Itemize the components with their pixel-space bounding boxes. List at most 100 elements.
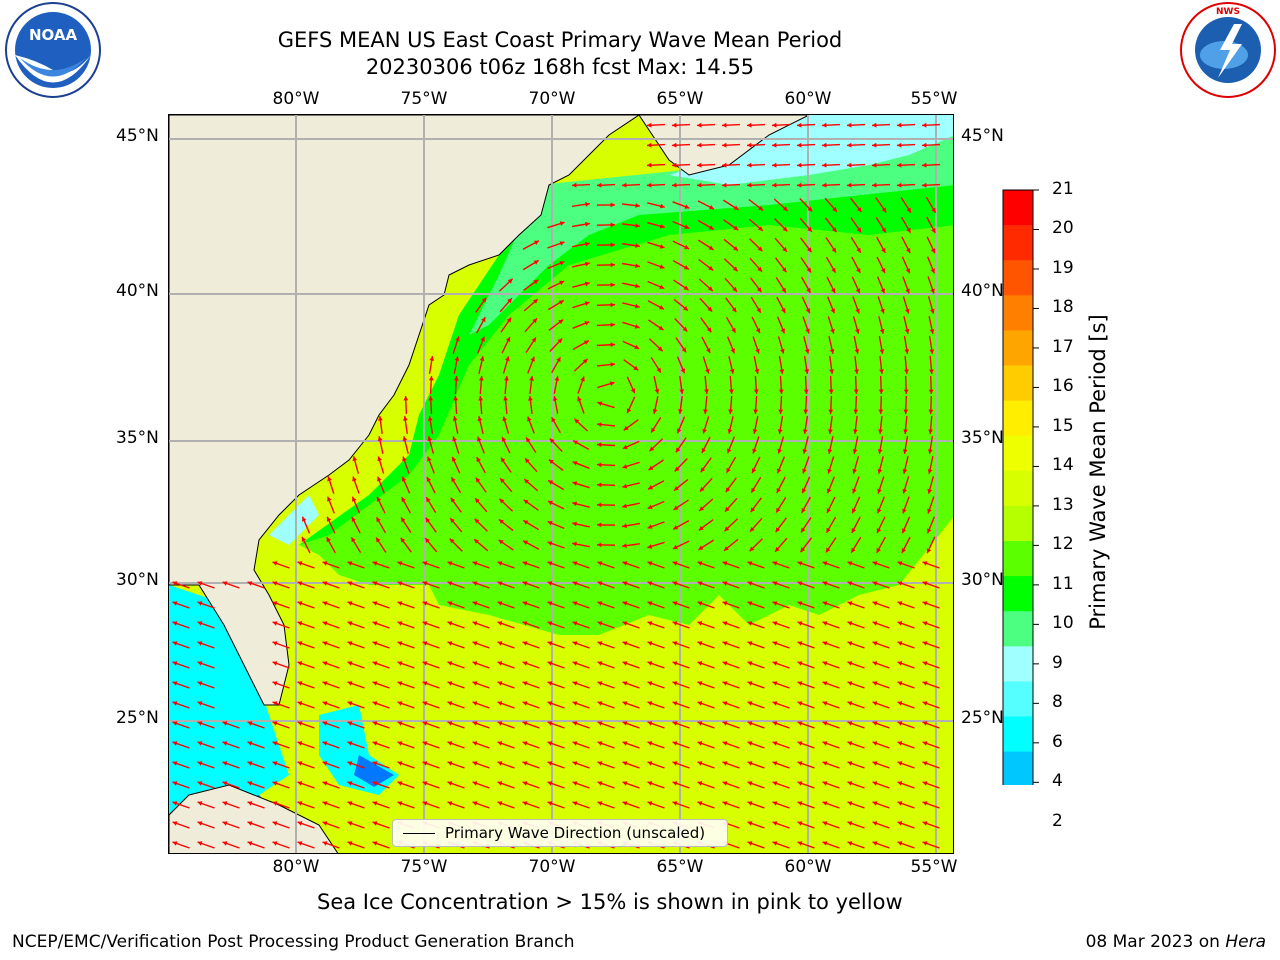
wave-arrow-head (772, 621, 778, 626)
wave-arrow-head (877, 449, 883, 454)
wave-arrow-head (172, 741, 178, 746)
wave-arrow-head (498, 539, 504, 545)
wave-arrow-head (372, 601, 378, 606)
wave-arrow-head (897, 761, 903, 766)
wave-arrow-head (747, 162, 752, 168)
wave-arrow-head (651, 427, 656, 433)
colorbar-segment (1003, 681, 1033, 717)
wave-arrow-head (622, 444, 628, 450)
wave-arrow-head (931, 207, 936, 213)
wave-arrow-head (523, 520, 529, 525)
wave-arrow-head (747, 701, 753, 706)
wave-arrow-head (772, 781, 778, 786)
wave-arrow-head (722, 142, 727, 148)
wave-arrow-head (806, 247, 812, 253)
wave-arrow-head (697, 721, 703, 726)
wave-arrow-head (707, 286, 713, 291)
wave-arrow-head (475, 477, 481, 483)
wave-arrow-head (497, 681, 503, 686)
wave-arrow-head (647, 142, 652, 148)
wave-arrow-head (197, 781, 203, 786)
lat-label-left-40n: 40°N (116, 281, 159, 301)
wave-arrow-head (527, 416, 532, 422)
wave-arrow-head (297, 761, 303, 766)
map-legend: Primary Wave Direction (unscaled) (392, 819, 728, 847)
wave-arrow-head (297, 661, 303, 666)
wave-arrow-head (647, 524, 653, 529)
wave-arrow-head (197, 721, 203, 726)
wave-arrow-head (781, 308, 786, 313)
wave-arrow-head (903, 409, 909, 414)
wave-arrow-head (822, 781, 828, 786)
wave-arrow-head (697, 621, 703, 626)
wave-arrow-head (548, 459, 554, 465)
wave-arrow-head (872, 182, 877, 188)
colorbar-tick-label: 9 (1052, 652, 1063, 673)
wave-arrow-head (497, 581, 503, 586)
wave-arrow-head (822, 661, 828, 666)
wave-arrow-head (756, 287, 762, 293)
wave-arrow-head (648, 485, 653, 490)
wave-arrow-head (597, 522, 602, 528)
lon-label-top-70w: 70°W (528, 89, 576, 109)
wave-arrow-head (522, 641, 528, 646)
wave-arrow-head (697, 601, 703, 606)
wave-arrow-head (622, 581, 628, 586)
wave-arrow-head (897, 781, 903, 786)
wave-arrow-head (376, 517, 381, 523)
wave-arrow-head (352, 456, 358, 462)
wave-arrow-head (497, 741, 503, 746)
wave-arrow-head (597, 482, 602, 488)
colorbar-tick-label: 13 (1052, 494, 1074, 515)
wave-arrow-head (672, 741, 678, 746)
wave-arrow-head (880, 308, 885, 314)
wave-arrow-head (452, 436, 457, 442)
wave-arrow-head (922, 821, 928, 826)
wave-arrow-head (472, 561, 478, 566)
wave-arrow-head (422, 561, 428, 566)
wave-arrow-head (797, 681, 803, 686)
wave-arrow-head (534, 240, 539, 245)
wave-arrow-head (697, 701, 703, 706)
wave-arrow-head (322, 701, 328, 706)
wave-arrow-head (847, 601, 853, 606)
wave-arrow-head (724, 546, 729, 551)
wave-arrow-head (647, 162, 652, 168)
wave-arrow-head (683, 265, 689, 270)
wave-arrow-head (497, 621, 503, 626)
footer-date-text: 08 Mar 2023 on (1085, 932, 1226, 952)
wave-arrow-head (854, 349, 860, 354)
wave-arrow-head (447, 601, 453, 606)
wave-arrow-head (572, 461, 578, 466)
wave-arrow-head (524, 479, 530, 484)
wave-arrow-head (480, 336, 485, 342)
wave-arrow-head (634, 303, 640, 309)
lon-label-top-80w: 80°W (272, 89, 320, 109)
wave-arrow-head (422, 601, 428, 606)
wave-arrow-head (573, 440, 579, 445)
wave-arrow-head (472, 681, 478, 686)
wave-arrow-head (453, 396, 459, 401)
wave-arrow-head (822, 801, 828, 806)
wave-arrow-head (852, 449, 858, 454)
wave-arrow-head (830, 328, 835, 334)
wave-arrow-head (597, 741, 603, 746)
wave-arrow-head (779, 369, 785, 374)
wave-arrow-head (427, 416, 433, 421)
wave-arrow-head (698, 525, 704, 531)
wave-arrow-head (852, 468, 857, 474)
wave-arrow-head (222, 721, 228, 726)
wave-arrow-head (903, 389, 909, 394)
wave-arrow-head (597, 681, 603, 686)
wave-arrow-head (802, 448, 808, 454)
wave-arrow-head (922, 182, 927, 188)
wave-arrow-head (922, 781, 928, 786)
wave-arrow-head (172, 701, 178, 706)
wave-arrow-head (930, 288, 935, 294)
wave-arrow-head (352, 496, 357, 502)
wave-arrow-head (372, 641, 378, 646)
wave-arrow-head (822, 641, 828, 646)
wave-arrow-head (647, 182, 652, 188)
wave-arrow-head (572, 481, 578, 486)
wave-arrow-head (797, 641, 803, 646)
